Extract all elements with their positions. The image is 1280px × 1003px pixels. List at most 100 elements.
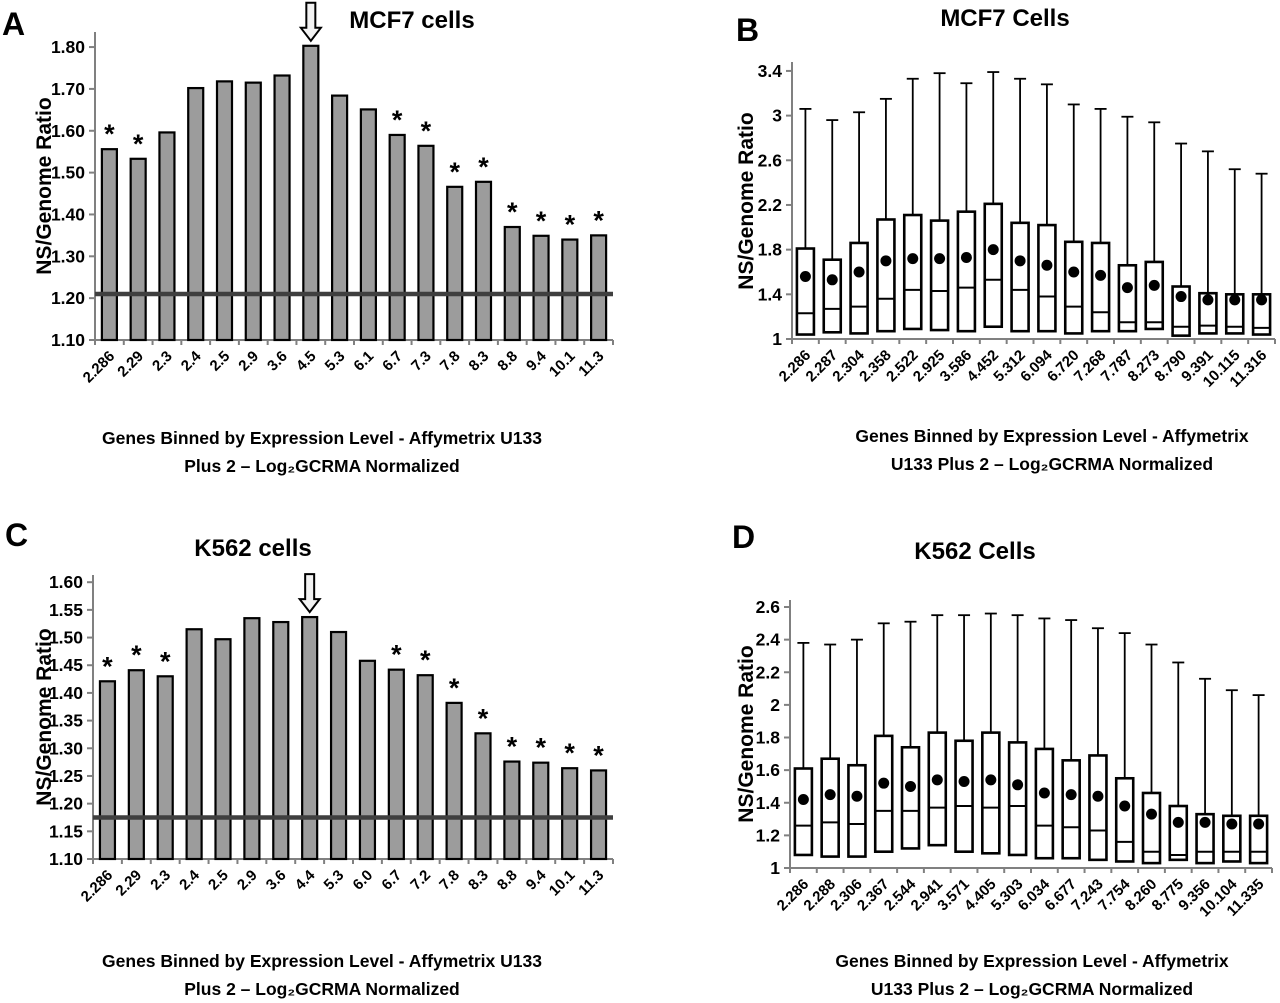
mcf7-box-plot: 11.41.82.22.633.42.2862.2872.3042.3582.5… — [758, 61, 1276, 391]
k562-box-plot: 11.21.41.61.822.22.42.62.2862.2882.3062.… — [756, 597, 1273, 920]
svg-text:*: * — [536, 206, 547, 236]
svg-text:7.8: 7.8 — [437, 348, 464, 375]
svg-text:*: * — [131, 640, 142, 670]
svg-text:4.4: 4.4 — [292, 866, 319, 893]
svg-text:4.5: 4.5 — [293, 348, 320, 375]
svg-text:1.50: 1.50 — [49, 628, 83, 648]
svg-text:2.5: 2.5 — [207, 348, 234, 375]
svg-text:2.9: 2.9 — [235, 348, 262, 375]
x-axis-title-line2: U133 Plus 2 – Log₂GCRMA Normalized — [890, 454, 1214, 474]
svg-text:1.4: 1.4 — [756, 793, 781, 813]
svg-text:2.5: 2.5 — [205, 867, 232, 894]
svg-text:*: * — [449, 157, 460, 187]
svg-text:1.15: 1.15 — [49, 821, 83, 841]
svg-text:2.4: 2.4 — [756, 630, 781, 650]
svg-text:1.8: 1.8 — [756, 728, 781, 748]
svg-text:*: * — [565, 210, 576, 240]
svg-text:10.1: 10.1 — [546, 348, 579, 381]
x-axis-title-line1: Genes Binned by Expression Level - Affym… — [835, 951, 1229, 971]
svg-text:8.3: 8.3 — [466, 348, 493, 375]
svg-text:1.70: 1.70 — [51, 79, 85, 99]
svg-text:1.50: 1.50 — [51, 163, 85, 183]
svg-text:1.60: 1.60 — [51, 121, 85, 141]
svg-text:7.2: 7.2 — [407, 867, 434, 894]
x-axis-title: Genes Binned by Expression Level - Affym… — [62, 424, 582, 480]
svg-text:*: * — [478, 152, 489, 182]
mcf7-bar-chart: 1.10 1.20 1.30 1.40 1.50 1.60 1.70 1.80 2.2862.2… — [51, 1, 614, 387]
svg-text:7.3: 7.3 — [408, 348, 435, 375]
panel-c-k562-bar: 1.10 1.15 1.20 1.25 1.30 1.35 1.40 1.45 1.50 1.55… — [0, 503, 660, 1003]
svg-text:1.10: 1.10 — [51, 330, 85, 350]
panel-label-a: A — [2, 6, 26, 42]
x-axis-title: Genes Binned by Expression Level - Affym… — [797, 947, 1267, 1003]
panel-d-k562-box: 1 1.2 1.4 1.6 1.8 2 2.2 2.4 2.6 2.286 2.288 2.306 2.… — [660, 503, 1280, 1003]
svg-text:3.6: 3.6 — [263, 867, 290, 894]
svg-text:1.55: 1.55 — [49, 600, 83, 620]
svg-text:1.6: 1.6 — [756, 760, 781, 780]
x-axis-title: Genes Binned by Expression Level - Affym… — [62, 947, 582, 1003]
x-axis-title-line1: Genes Binned by Expression Level - Affym… — [102, 428, 542, 448]
svg-text:5.3: 5.3 — [321, 867, 348, 894]
svg-text:*: * — [421, 116, 432, 146]
svg-text:2.286: 2.286 — [80, 348, 119, 387]
svg-text:1: 1 — [772, 329, 782, 349]
panel-label-c: C — [5, 517, 29, 553]
svg-text:9.4: 9.4 — [523, 866, 550, 893]
svg-text:1.40: 1.40 — [51, 204, 85, 224]
svg-text:5.3: 5.3 — [322, 348, 349, 375]
svg-text:1.30: 1.30 — [49, 738, 83, 758]
svg-text:2.286: 2.286 — [78, 867, 117, 906]
svg-text:*: * — [104, 119, 115, 149]
y-axis-label: NS/Genome Ratio — [33, 97, 56, 275]
svg-text:2.9: 2.9 — [234, 867, 261, 894]
y-axis-label: NS/Genome Ratio — [735, 645, 758, 823]
svg-text:8.8: 8.8 — [494, 867, 521, 894]
svg-text:6.1: 6.1 — [350, 348, 377, 375]
svg-text:*: * — [564, 738, 575, 768]
svg-text:1.60: 1.60 — [49, 572, 83, 592]
svg-text:2.3: 2.3 — [147, 867, 174, 894]
x-axis-title: Genes Binned by Expression Level - Affym… — [817, 422, 1280, 478]
y-axis-label: NS/Genome Ratio — [33, 628, 56, 806]
svg-text:*: * — [420, 645, 431, 675]
svg-text:1.10: 1.10 — [49, 849, 83, 869]
svg-text:1.20: 1.20 — [51, 288, 85, 308]
svg-text:2.4: 2.4 — [176, 866, 203, 893]
svg-text:1.45: 1.45 — [49, 655, 83, 675]
svg-text:*: * — [449, 673, 460, 703]
svg-text:*: * — [536, 733, 547, 763]
svg-text:6.0: 6.0 — [350, 867, 377, 894]
x-axis-title-line2: Plus 2 – Log₂GCRMA Normalized — [184, 979, 460, 999]
svg-text:8.8: 8.8 — [494, 348, 521, 375]
svg-text:2.3: 2.3 — [149, 348, 176, 375]
svg-text:7.8: 7.8 — [436, 867, 463, 894]
svg-text:1.4: 1.4 — [758, 284, 783, 304]
svg-text:1.25: 1.25 — [49, 766, 83, 786]
svg-text:1: 1 — [770, 858, 780, 878]
svg-text:*: * — [593, 740, 604, 770]
svg-text:2.4: 2.4 — [178, 347, 205, 374]
svg-text:2.2: 2.2 — [756, 662, 781, 682]
svg-text:1.35: 1.35 — [49, 711, 83, 731]
svg-text:2: 2 — [770, 695, 780, 715]
svg-text:8.3: 8.3 — [465, 867, 492, 894]
svg-text:6.7: 6.7 — [378, 867, 405, 894]
svg-text:1.80: 1.80 — [51, 37, 85, 57]
svg-text:1.8: 1.8 — [758, 240, 783, 260]
y-axis-label: NS/Genome Ratio — [735, 112, 758, 290]
svg-text:2.2: 2.2 — [758, 195, 783, 215]
svg-text:*: * — [391, 640, 402, 670]
svg-text:1.2: 1.2 — [756, 825, 781, 845]
svg-text:1.20: 1.20 — [49, 794, 83, 814]
svg-text:2.6: 2.6 — [756, 597, 781, 617]
svg-text:3: 3 — [772, 106, 782, 126]
svg-text:1.30: 1.30 — [51, 246, 85, 266]
svg-text:*: * — [160, 646, 171, 676]
chart-title-k562-box: K562 Cells — [914, 538, 1036, 565]
svg-text:2.6: 2.6 — [758, 150, 783, 170]
panel-label-d: D — [732, 519, 756, 555]
svg-text:*: * — [102, 651, 113, 681]
svg-text:6.7: 6.7 — [379, 348, 406, 375]
svg-text:11.3: 11.3 — [575, 867, 607, 899]
